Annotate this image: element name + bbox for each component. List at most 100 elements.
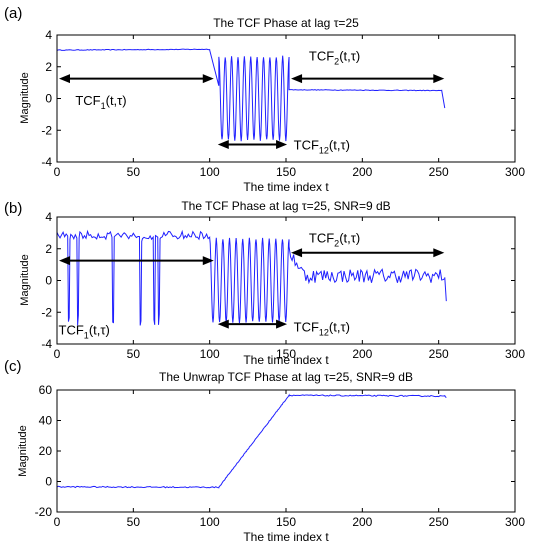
annotation-args: (t,τ) [329, 137, 350, 152]
annotation-args: (t,τ) [89, 322, 110, 337]
panel-label: (c) [4, 358, 22, 375]
x-tick-label: 200 [352, 347, 372, 361]
annotation-main: TCF [294, 319, 319, 334]
y-tick-label: -4 [41, 337, 52, 351]
annotation-main: TCF [59, 322, 84, 337]
annotation-subscript: 2 [334, 238, 339, 248]
arrowhead-left [59, 256, 70, 266]
annotation-label: TCF12(t,τ) [294, 319, 350, 337]
arrowhead-right [433, 74, 445, 84]
annotation-args: (t,τ) [339, 230, 360, 245]
annotation-subscript: 12 [319, 327, 329, 337]
panel-label: (a) [4, 5, 22, 22]
arrowhead-right [202, 74, 214, 84]
panel-c: (c) The Unwrap TCF Phase at lag τ=25, SN… [4, 358, 525, 544]
arrowhead-left [59, 74, 70, 84]
y-tick-label: -2 [41, 123, 52, 137]
axis-ticks: 0 50 100 150 200 250 300 -4 -2 0 2 4 [41, 210, 525, 361]
x-tick-label: 150 [276, 347, 296, 361]
panel-a: (a) The TCF Phase at lag τ=25 0 50 100 150 2… [4, 5, 525, 194]
annotation-subscript: 1 [84, 330, 89, 340]
x-tick-label: 0 [54, 165, 61, 179]
y-tick-label: -20 [35, 505, 53, 519]
annotation-main: TCF [294, 137, 319, 152]
annotation-args: (t,τ) [339, 48, 360, 63]
arrowhead-left [291, 248, 303, 258]
y-axis-label: Magnitude [19, 254, 31, 305]
x-tick-label: 50 [127, 515, 141, 529]
plot-area [57, 229, 447, 326]
x-tick-label: 300 [505, 347, 525, 361]
y-tick-label: 40 [39, 414, 53, 428]
y-tick-label: 0 [45, 92, 52, 106]
x-tick-label: 300 [505, 515, 525, 529]
annotation-label: TCF2(t,τ) [309, 48, 360, 66]
x-tick-label: 250 [429, 165, 449, 179]
x-tick-label: 150 [276, 165, 296, 179]
annotations: TCF1(t,τ)TCF12(t,τ)TCF2(t,τ) [59, 48, 445, 155]
x-tick-label: 200 [352, 165, 372, 179]
chart-title: The TCF Phase at lag τ=25 [213, 16, 359, 30]
y-tick-label: -2 [41, 305, 52, 319]
y-tick-label: 2 [45, 60, 52, 74]
x-tick-label: 0 [54, 515, 61, 529]
annotation-label: TCF12(t,τ) [294, 137, 350, 155]
annotation-main: TCF [309, 48, 334, 63]
annotation-args: (t,τ) [329, 319, 350, 334]
y-axis-label: Magnitude [17, 425, 29, 476]
arrowhead-right [276, 140, 288, 150]
annotations: TCF1(t,τ)TCF12(t,τ)TCF2(t,τ) [59, 230, 445, 340]
panel-b: (b) The TCF Phase at lag τ=25, SNR=9 dB … [4, 199, 525, 367]
data-series-line [57, 48, 446, 142]
x-tick-label: 250 [429, 515, 449, 529]
x-tick-label: 50 [127, 165, 141, 179]
annotation-subscript: 2 [334, 56, 339, 66]
x-axis-label: The time index t [243, 353, 329, 367]
annotation-main: TCF [75, 93, 100, 108]
arrowhead-left [217, 319, 229, 329]
x-tick-label: 100 [200, 165, 220, 179]
y-tick-label: 60 [39, 383, 53, 397]
x-tick-label: 100 [200, 347, 220, 361]
y-tick-label: 2 [45, 242, 52, 256]
plot-area [57, 393, 447, 489]
x-tick-label: 150 [276, 515, 296, 529]
annotation-subscript: 1 [101, 101, 106, 111]
x-tick-label: 50 [127, 347, 141, 361]
x-tick-label: 0 [54, 347, 61, 361]
annotation-subscript: 12 [319, 145, 329, 155]
arrowhead-left [291, 74, 303, 84]
panel-label: (b) [4, 200, 22, 217]
y-tick-label: 4 [45, 28, 52, 42]
y-tick-label: 0 [45, 475, 52, 489]
y-tick-label: 20 [39, 444, 53, 458]
x-tick-label: 100 [200, 515, 220, 529]
x-tick-label: 250 [429, 347, 449, 361]
annotation-label: TCF2(t,τ) [309, 230, 360, 248]
x-tick-label: 300 [505, 165, 525, 179]
plot-area [57, 48, 446, 142]
annotation-label: TCF1(t,τ) [59, 322, 110, 340]
x-axis-label: The time index t [243, 180, 329, 194]
axes-frame [56, 34, 516, 163]
y-tick-label: 0 [45, 274, 52, 288]
chart-title: The TCF Phase at lag τ=25, SNR=9 dB [181, 199, 390, 213]
axes-frame [56, 389, 516, 513]
y-tick-label: 4 [45, 210, 52, 224]
axis-ticks: 0 50 100 150 200 250 300 -4 -2 0 2 4 [41, 28, 525, 179]
annotation-main: TCF [309, 230, 334, 245]
x-axis-label: The time index t [243, 530, 329, 544]
y-axis-label: Magnitude [19, 72, 31, 123]
arrowhead-left [217, 140, 229, 150]
annotation-label: TCF1(t,τ) [75, 93, 126, 111]
annotation-args: (t,τ) [106, 93, 127, 108]
data-series-line [57, 393, 447, 489]
y-tick-label: -4 [41, 155, 52, 169]
arrowhead-right [433, 248, 445, 258]
axes-frame [56, 216, 516, 345]
arrowhead-right [276, 319, 288, 329]
chart-title: The Unwrap TCF Phase at lag τ=25, SNR=9 … [159, 370, 413, 384]
x-tick-label: 200 [352, 515, 372, 529]
